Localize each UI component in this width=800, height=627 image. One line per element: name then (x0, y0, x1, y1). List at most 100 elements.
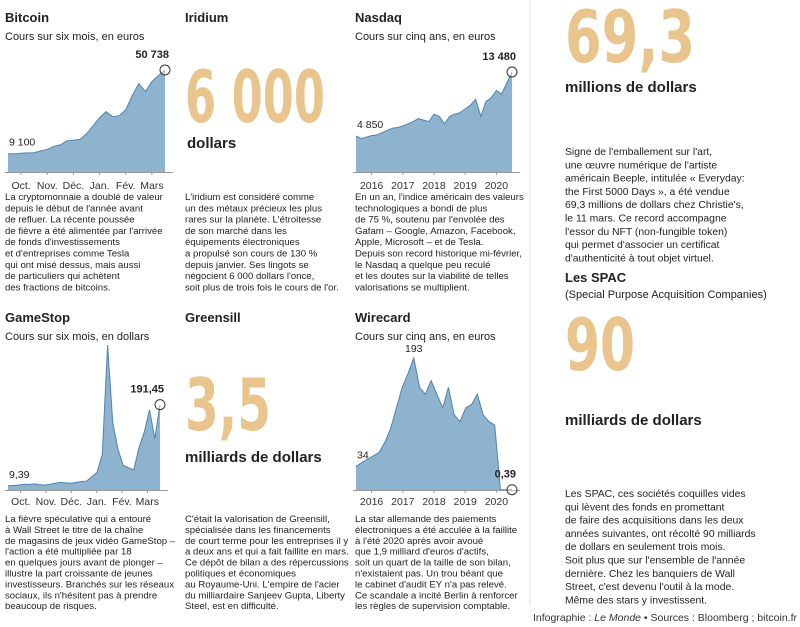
body-line: soit un quart de la taille de son bilan, (355, 558, 511, 569)
x-tick-label: Déc. (63, 180, 85, 192)
big-number: 3,5 (185, 363, 271, 447)
big-number-unit: milliards de dollars (565, 412, 702, 429)
end-marker (154, 399, 166, 411)
value-label: 9 100 (9, 137, 35, 149)
x-tick-label: 2016 (360, 180, 384, 192)
x-tick-label: Jan. (87, 496, 107, 508)
x-tick-label: 2019 (454, 180, 478, 192)
big-number: 6 000 (185, 55, 325, 139)
body-line: Apple, Microsoft – et de Tesla. (355, 237, 483, 248)
panel-title: Les SPAC (565, 270, 627, 285)
body-line: La fièvre spéculative qui a entouré (5, 514, 151, 525)
value-label: 4 850 (357, 119, 383, 131)
x-tick-label: 2019 (454, 496, 478, 508)
panel-title: Wirecard (355, 310, 411, 325)
body-line: que 1,9 milliard d'euros d'actifs, (355, 547, 489, 558)
body-line: une œuvre numérique de l'artiste (565, 160, 717, 171)
value-label: 50 738 (135, 49, 169, 61)
body-line: depuis le début de l'année avant (5, 203, 143, 214)
body-line: de fièvre a été alimentée par l'arrivée (5, 226, 163, 237)
x-tick-label: Fév. (116, 180, 136, 192)
body-line: Même des stars y investissent. (565, 595, 707, 606)
body-line: qui permet d'associer un certificat (565, 240, 720, 251)
x-tick-label: 2020 (485, 180, 509, 192)
body-line: technologiques a bondi de plus (355, 203, 487, 214)
end-marker (506, 484, 518, 496)
body-line: politiques et économiques (185, 569, 296, 580)
body-line: La cryptomonnaie a doublé de valeur (5, 192, 164, 203)
big-number: 69,3 (565, 0, 695, 79)
body-line: a deux ans et qui a fait faillite en mar… (185, 547, 349, 558)
body-line: Steel, est en difficulté. (185, 601, 279, 612)
body-text: La fièvre spéculative qui a entouré à Wal… (5, 514, 176, 612)
body-line: depuis janvier. Ses lingots se (185, 260, 309, 271)
body-line: le cabinet d'audit EY n'a pas relevé. (355, 579, 507, 590)
body-line: l'action a été multipliée par 18 (5, 547, 132, 558)
body-line: de refluer. La récente poussée (5, 215, 135, 226)
body-line: sociaux, ils n'hésitent pas à prendre (5, 590, 157, 601)
body-line: les règles de supervision comptable. (355, 601, 510, 612)
body-line: le Nasdaq a quelque peu reculé (355, 260, 490, 271)
body-line: Ce dépôt de bilan a des répercussions (185, 558, 349, 569)
value-label: 0,39 (495, 469, 516, 481)
panel-subtitle: Cours sur cinq ans, en euros (355, 331, 496, 343)
body-line: au Royaume-Uni. L'empire de l'acier (185, 579, 340, 590)
panel-title: GameStop (5, 310, 70, 325)
panel-subtitle: (Special Purpose Acquisition Companies) (565, 289, 767, 301)
body-line: En un an, l'indice américain des valeurs (355, 192, 524, 203)
body-line: L'iridium est considéré comme (185, 192, 314, 203)
x-tick-label: Nov. (36, 496, 57, 508)
end-marker (506, 66, 518, 78)
body-text: La cryptomonnaie a doublé de valeur depui… (5, 192, 164, 293)
body-line: Street, c'est devenu l'outil à la mode. (565, 582, 734, 593)
body-line: équipements électroniques (185, 237, 300, 248)
body-line: du milliardaire Sanjeev Gupta, Liberty (185, 590, 345, 601)
body-line: américain Beeple, intitulée « Everyday: (565, 174, 745, 185)
value-label: 191,45 (130, 384, 164, 396)
body-line: Signe de l'emballement sur l'art, (565, 147, 712, 158)
body-text: En un an, l'indice américain des valeurs… (355, 192, 524, 293)
body-text: La star allemande des paiements électroni… (355, 514, 518, 612)
value-label: 9,39 (9, 469, 30, 481)
body-line: valorisations se multiplient. (355, 282, 470, 293)
x-tick-label: Nov. (37, 180, 58, 192)
x-tick-label: Mars (140, 180, 163, 192)
x-tick-label: Oct. (11, 496, 30, 508)
panel-title: Greensill (185, 310, 241, 325)
x-tick-label: 2017 (391, 180, 415, 192)
body-line: à l'été 2020 après avoir avoué (355, 536, 483, 547)
footer-source-name: Le Monde (594, 612, 641, 624)
end-marker (159, 64, 171, 76)
body-line: investisseurs. Branchés sur les réseaux (5, 579, 174, 590)
area (356, 358, 512, 490)
x-tick-label: 2018 (422, 496, 446, 508)
body-text: Les SPAC, ces sociétés coquilles vides qu… (565, 489, 756, 606)
body-line: années suivantes, ont récolté 90 milliar… (565, 529, 756, 540)
body-line: en quelques jours avant de plonger – (5, 558, 164, 569)
body-line: qui lèvent des fonds en promettant (565, 502, 725, 513)
area-line (355, 71, 513, 140)
body-line: Gafam – Google, Amazon, Facebook, (355, 226, 516, 237)
body-text: C'était la valorisation de Greensill, spé… (185, 514, 349, 612)
big-number-unit: millions de dollars (565, 79, 697, 96)
footer-prefix: Infographie : (533, 612, 594, 624)
body-text: Signe de l'emballement sur l'art, une œuv… (565, 147, 745, 264)
area-line (7, 69, 166, 155)
body-line: rares sur la planète. L'étroitesse (185, 215, 321, 226)
panel-subtitle: Cours sur cinq ans, en euros (355, 31, 496, 43)
x-tick-label: 2017 (391, 496, 415, 508)
body-line: et d'entreprises comme Tesla (5, 249, 130, 260)
panel-title: Nasdaq (355, 10, 402, 25)
x-tick-label: 2018 (422, 180, 446, 192)
body-line: de son marché dans les (185, 226, 287, 237)
x-tick-label: Mars (136, 496, 159, 508)
body-line: de magasins de jeux vidéo GameStop – (5, 536, 176, 547)
body-line: beaucoup de risques. (5, 601, 97, 612)
x-tick-label: 2020 (485, 496, 509, 508)
body-line: d'authenticité à tout objet virtuel. (565, 253, 714, 264)
body-text: L'iridium est considéré comme un des méta… (185, 192, 339, 293)
body-line: spécialisée dans les financements (185, 525, 331, 536)
body-line: C'était la valorisation de Greensill, (185, 514, 330, 525)
